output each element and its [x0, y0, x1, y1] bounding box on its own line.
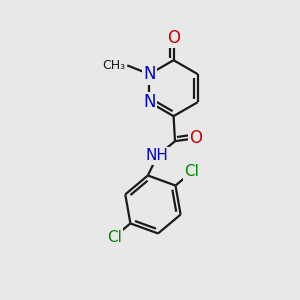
Text: Cl: Cl — [107, 230, 122, 244]
Text: CH₃: CH₃ — [102, 59, 125, 72]
Text: O: O — [189, 129, 202, 147]
Text: O: O — [167, 29, 180, 47]
Text: N: N — [143, 65, 156, 83]
Text: NH: NH — [146, 148, 169, 164]
Text: N: N — [143, 93, 156, 111]
Text: Cl: Cl — [184, 164, 199, 179]
